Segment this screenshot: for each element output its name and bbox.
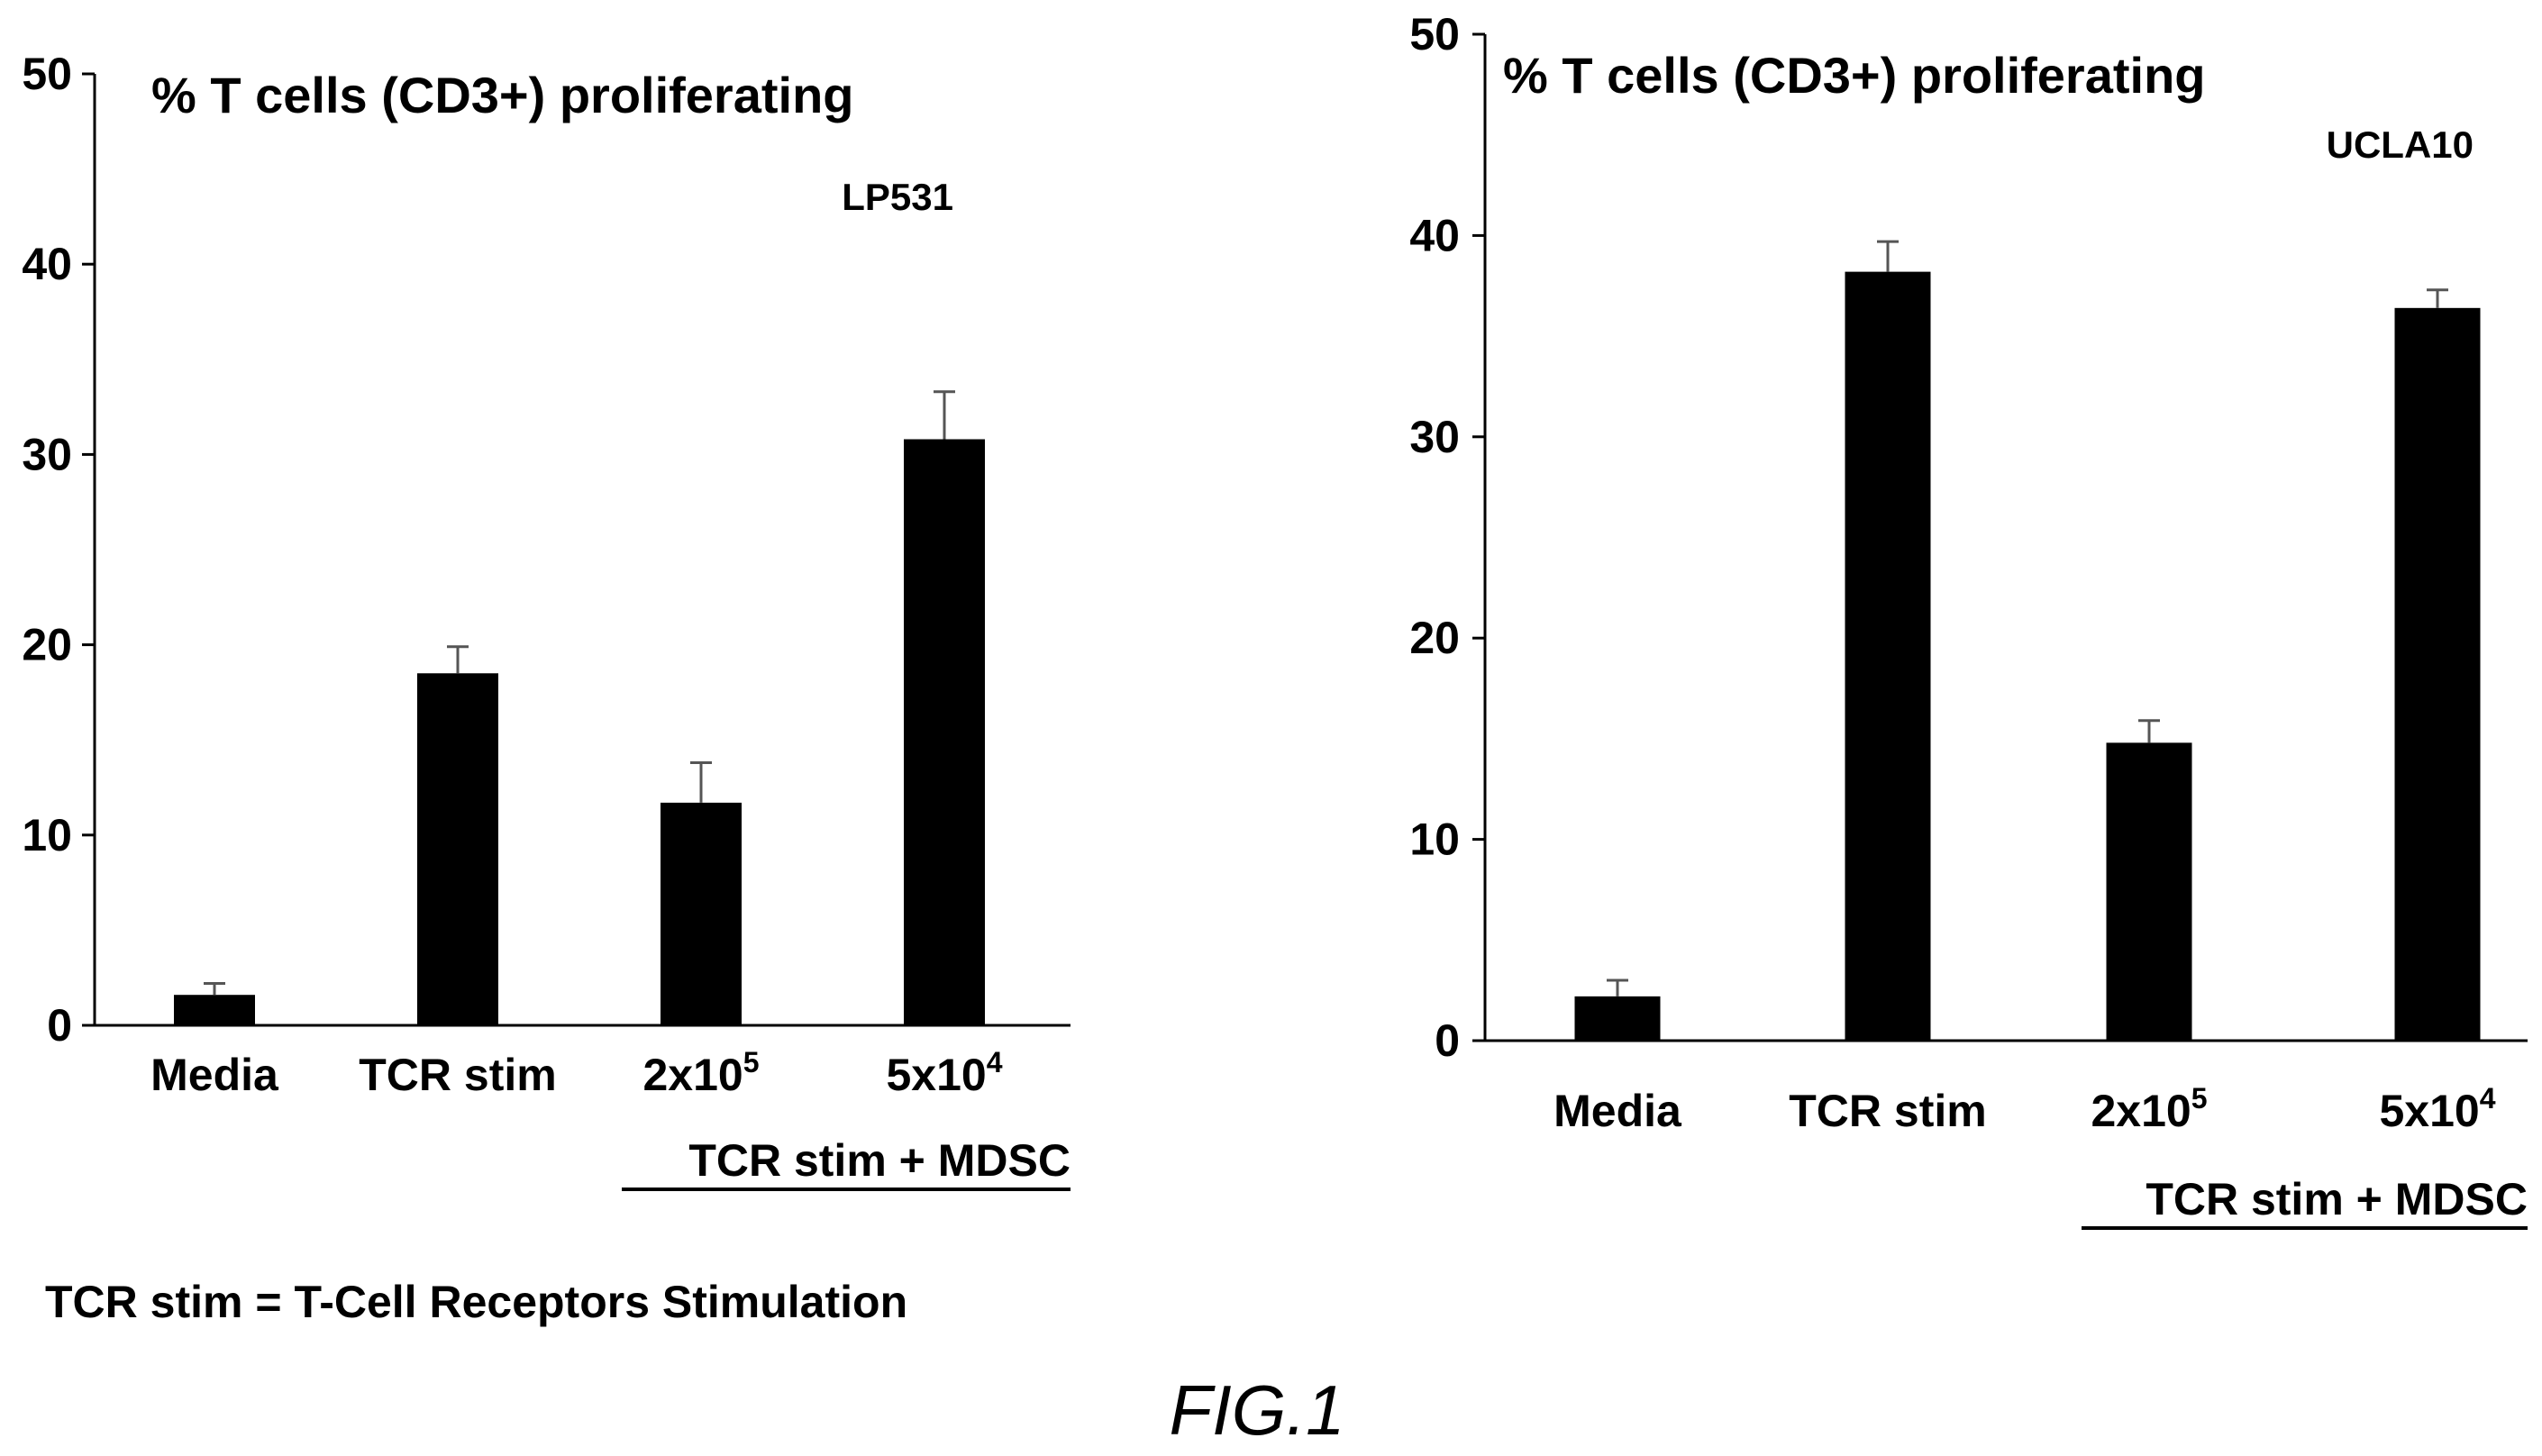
chart-title: % T cells (CD3+) proliferating	[1503, 47, 2206, 104]
bar	[2106, 742, 2192, 1041]
group-label: TCR stim + MDSC	[2146, 1174, 2528, 1224]
chart-ucla10: % T cells (CD3+) proliferating UCLA10 TC…	[1409, 9, 2528, 1230]
chart-lp531: % T cells (CD3+) proliferating LP531 TCR…	[22, 49, 1071, 1191]
y-tick-label: 10	[1409, 814, 1460, 865]
figure-caption: FIG.1	[1169, 1370, 1344, 1450]
category-label: Media	[1553, 1086, 1682, 1136]
category-label: Media	[150, 1050, 279, 1100]
category-label: 5x104	[2379, 1082, 2495, 1136]
bar	[1845, 271, 1931, 1041]
chart-title: % T cells (CD3+) proliferating	[151, 67, 854, 123]
chart-marks: 0 10 20 30 40 50 Media TCR stim 2x105 5x104	[22, 49, 1071, 1100]
bar	[174, 995, 255, 1025]
y-tick-label: 30	[1409, 412, 1460, 462]
y-tick-label: 20	[22, 620, 72, 670]
y-tick-label: 50	[22, 49, 72, 99]
bar	[904, 439, 985, 1025]
category-label: 5x104	[886, 1046, 1002, 1100]
chart-marks: 0 10 20 30 40 50 Media TCR stim 2x105 5x104	[1409, 9, 2528, 1136]
y-tick-label: 20	[1409, 613, 1460, 663]
y-tick-label: 10	[22, 810, 72, 860]
bar	[1574, 996, 1661, 1041]
category-label: TCR stim	[359, 1050, 556, 1100]
y-tick-label: 40	[22, 239, 72, 289]
bar	[2394, 307, 2481, 1042]
chart-subtitle: LP531	[842, 176, 953, 218]
bar	[661, 802, 742, 1025]
y-tick-label: 40	[1409, 210, 1460, 260]
category-label: 2x105	[642, 1046, 759, 1100]
y-tick-label: 0	[47, 1000, 72, 1051]
category-label: 2x105	[2091, 1082, 2207, 1136]
y-tick-label: 50	[1409, 9, 1460, 59]
group-label: TCR stim + MDSC	[688, 1135, 1071, 1186]
category-label: TCR stim	[1789, 1086, 1986, 1136]
chart-subtitle: UCLA10	[2327, 123, 2474, 166]
y-tick-label: 0	[1435, 1015, 1460, 1066]
figure-footnote: TCR stim = T-Cell Receptors Stimulation	[45, 1277, 907, 1327]
y-tick-label: 30	[22, 429, 72, 479]
bar	[417, 673, 498, 1025]
